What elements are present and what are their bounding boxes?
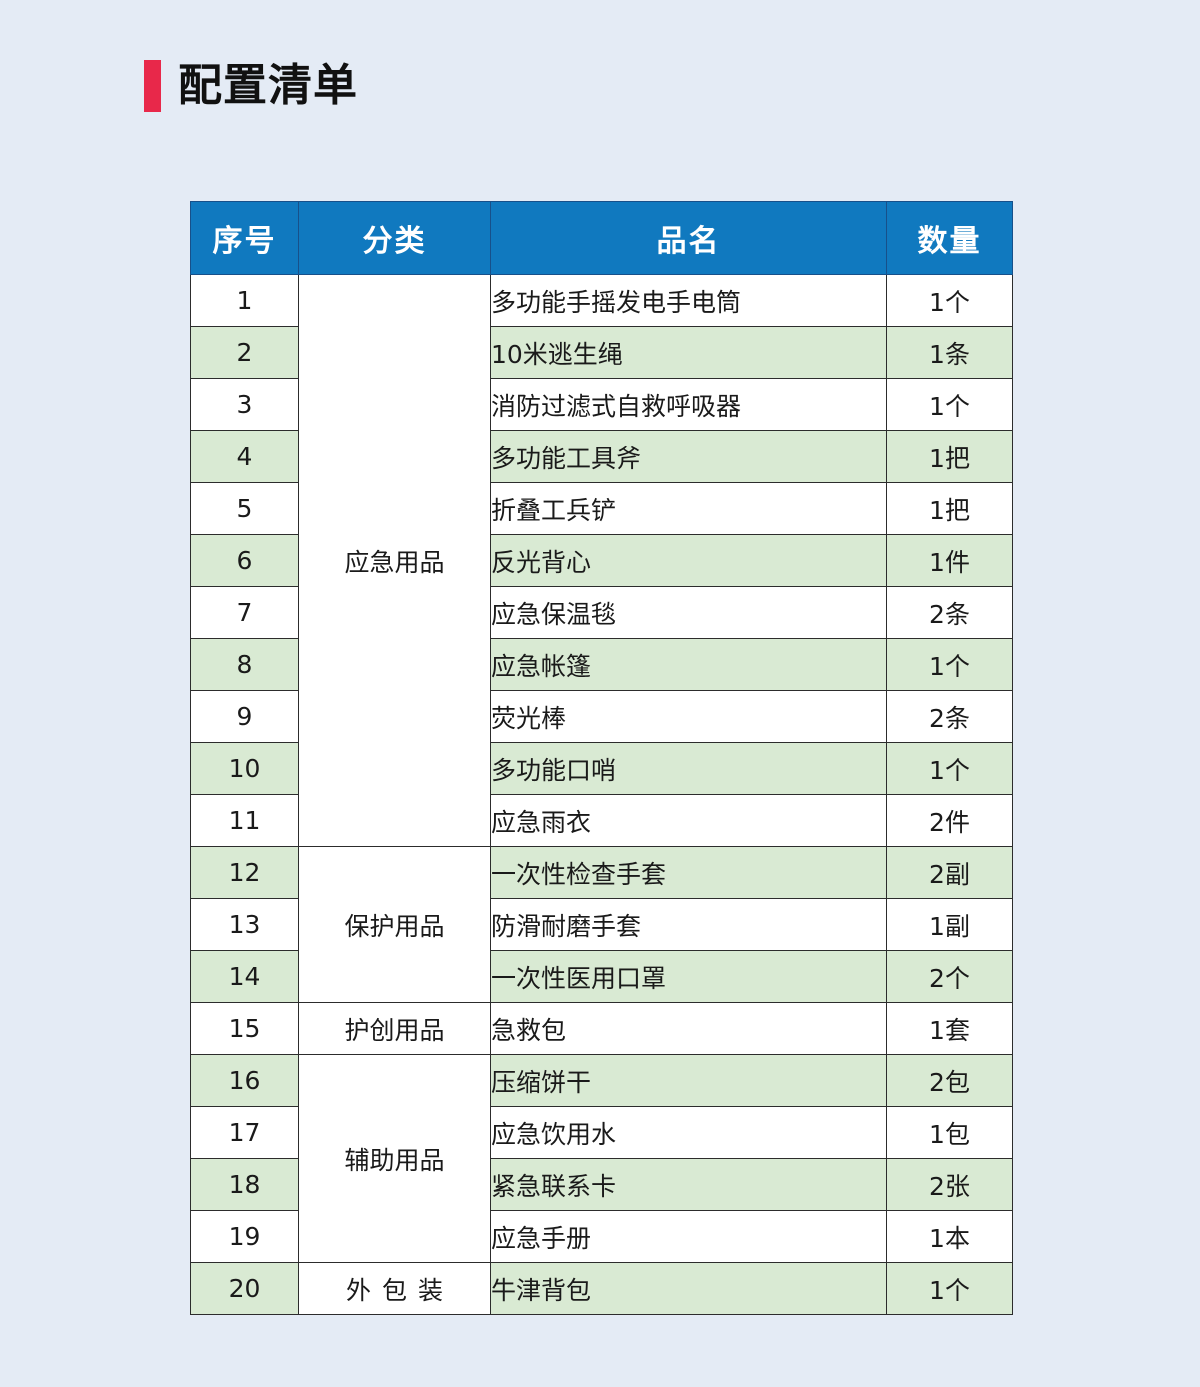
cell-quantity: 1本	[886, 1210, 1013, 1263]
table-row: 15 护创用品 急救包 1套	[190, 1002, 1013, 1055]
cell-quantity: 1把	[886, 430, 1013, 483]
cell-item-name: 应急手册	[490, 1210, 887, 1263]
cell-index: 6	[190, 534, 299, 587]
cell-category: 辅助用品	[298, 1054, 491, 1263]
page-title-row: 配置清单	[144, 55, 358, 117]
cell-item-name: 急救包	[490, 1002, 887, 1055]
cell-quantity: 1个	[886, 378, 1013, 431]
cell-quantity: 1个	[886, 742, 1013, 795]
cell-quantity: 2件	[886, 794, 1013, 847]
cell-index: 15	[190, 1002, 299, 1055]
cell-item-name: 消防过滤式自救呼吸器	[490, 378, 887, 431]
cell-index: 14	[190, 950, 299, 1003]
table-row: 19 应急手册 1本	[190, 1210, 1013, 1263]
cell-item-name: 应急帐篷	[490, 638, 887, 691]
table-row: 5 折叠工兵铲 1把	[190, 482, 1013, 535]
cell-quantity: 2条	[886, 586, 1013, 639]
cell-item-name: 一次性医用口罩	[490, 950, 887, 1003]
page-title: 配置清单	[178, 60, 358, 111]
column-header-name: 品名	[490, 201, 887, 275]
table-row: 1 应急用品 多功能手摇发电手电筒 1个	[190, 274, 1013, 847]
table-header-row: 序号 分类 品名 数量	[190, 201, 1013, 275]
cell-quantity: 2条	[886, 690, 1013, 743]
table-row: 14 一次性医用口罩 2个	[190, 950, 1013, 1003]
cell-item-name: 多功能口哨	[490, 742, 887, 795]
cell-category: 保护用品	[298, 846, 491, 1003]
table-row: 6 反光背心 1件	[190, 534, 1013, 587]
cell-category: 应急用品	[298, 274, 491, 847]
cell-quantity: 1副	[886, 898, 1013, 951]
cell-quantity: 1条	[886, 326, 1013, 379]
cell-index: 3	[190, 378, 299, 431]
table-header: 序号 分类 品名 数量	[190, 201, 1013, 275]
cell-index: 19	[190, 1210, 299, 1263]
table-row: 4 多功能工具斧 1把	[190, 430, 1013, 483]
table-row: 10 多功能口哨 1个	[190, 742, 1013, 795]
cell-index: 16	[190, 1054, 299, 1107]
table-body: 1 应急用品 多功能手摇发电手电筒 1个 2 10米逃生绳 1条 3 消防过滤式自救呼吸器 1个 4…	[190, 274, 1013, 1315]
cell-index: 18	[190, 1158, 299, 1211]
cell-index: 20	[190, 1262, 299, 1315]
cell-item-name: 防滑耐磨手套	[490, 898, 887, 951]
cell-quantity: 1把	[886, 482, 1013, 535]
table-row: 16 辅助用品 压缩饼干 2包	[190, 1054, 1013, 1263]
cell-index: 1	[190, 274, 299, 327]
config-list-table-container: 序号 分类 品名 数量 1 应急用品 多功能手摇发电手电筒 1个 2 10米逃生绳 1条 3 消…	[190, 201, 1013, 1315]
column-header-index: 序号	[190, 201, 299, 275]
cell-index: 13	[190, 898, 299, 951]
cell-index: 7	[190, 586, 299, 639]
table-row: 17 应急饮用水 1包	[190, 1106, 1013, 1159]
cell-quantity: 2个	[886, 950, 1013, 1003]
column-header-quantity: 数量	[886, 201, 1013, 275]
cell-index: 12	[190, 846, 299, 899]
cell-quantity: 1包	[886, 1106, 1013, 1159]
table-row: 2 10米逃生绳 1条	[190, 326, 1013, 379]
cell-index: 10	[190, 742, 299, 795]
cell-item-name: 反光背心	[490, 534, 887, 587]
table-row: 7 应急保温毯 2条	[190, 586, 1013, 639]
cell-item-name: 10米逃生绳	[490, 326, 887, 379]
cell-index: 2	[190, 326, 299, 379]
cell-quantity: 1件	[886, 534, 1013, 587]
cell-item-name: 牛津背包	[490, 1262, 887, 1315]
cell-index: 11	[190, 794, 299, 847]
title-accent-bar	[144, 60, 161, 112]
cell-item-name: 荧光棒	[490, 690, 887, 743]
cell-item-name: 应急保温毯	[490, 586, 887, 639]
cell-index: 5	[190, 482, 299, 535]
cell-item-name: 折叠工兵铲	[490, 482, 887, 535]
cell-quantity: 2包	[886, 1054, 1013, 1107]
cell-item-name: 多功能工具斧	[490, 430, 887, 483]
cell-item-name: 应急雨衣	[490, 794, 887, 847]
table-row: 13 防滑耐磨手套 1副	[190, 898, 1013, 951]
cell-item-name: 紧急联系卡	[490, 1158, 887, 1211]
cell-item-name: 多功能手摇发电手电筒	[490, 274, 887, 327]
cell-item-name: 一次性检查手套	[490, 846, 887, 899]
cell-index: 4	[190, 430, 299, 483]
table-row: 8 应急帐篷 1个	[190, 638, 1013, 691]
cell-quantity: 2张	[886, 1158, 1013, 1211]
cell-item-name: 应急饮用水	[490, 1106, 887, 1159]
table-row: 12 保护用品 一次性检查手套 2副	[190, 846, 1013, 1003]
cell-quantity: 1个	[886, 1262, 1013, 1315]
table-row: 3 消防过滤式自救呼吸器 1个	[190, 378, 1013, 431]
cell-quantity: 1个	[886, 638, 1013, 691]
cell-category: 护创用品	[298, 1002, 491, 1055]
table-row: 11 应急雨衣 2件	[190, 794, 1013, 847]
cell-index: 9	[190, 690, 299, 743]
table-row: 20 外包装 牛津背包 1个	[190, 1262, 1013, 1315]
cell-item-name: 压缩饼干	[490, 1054, 887, 1107]
cell-index: 8	[190, 638, 299, 691]
cell-quantity: 2副	[886, 846, 1013, 899]
cell-quantity: 1个	[886, 274, 1013, 327]
config-list-table: 序号 分类 品名 数量 1 应急用品 多功能手摇发电手电筒 1个 2 10米逃生绳 1条 3 消…	[190, 201, 1013, 1315]
cell-quantity: 1套	[886, 1002, 1013, 1055]
cell-index: 17	[190, 1106, 299, 1159]
column-header-category: 分类	[298, 201, 491, 275]
cell-category: 外包装	[298, 1262, 491, 1315]
